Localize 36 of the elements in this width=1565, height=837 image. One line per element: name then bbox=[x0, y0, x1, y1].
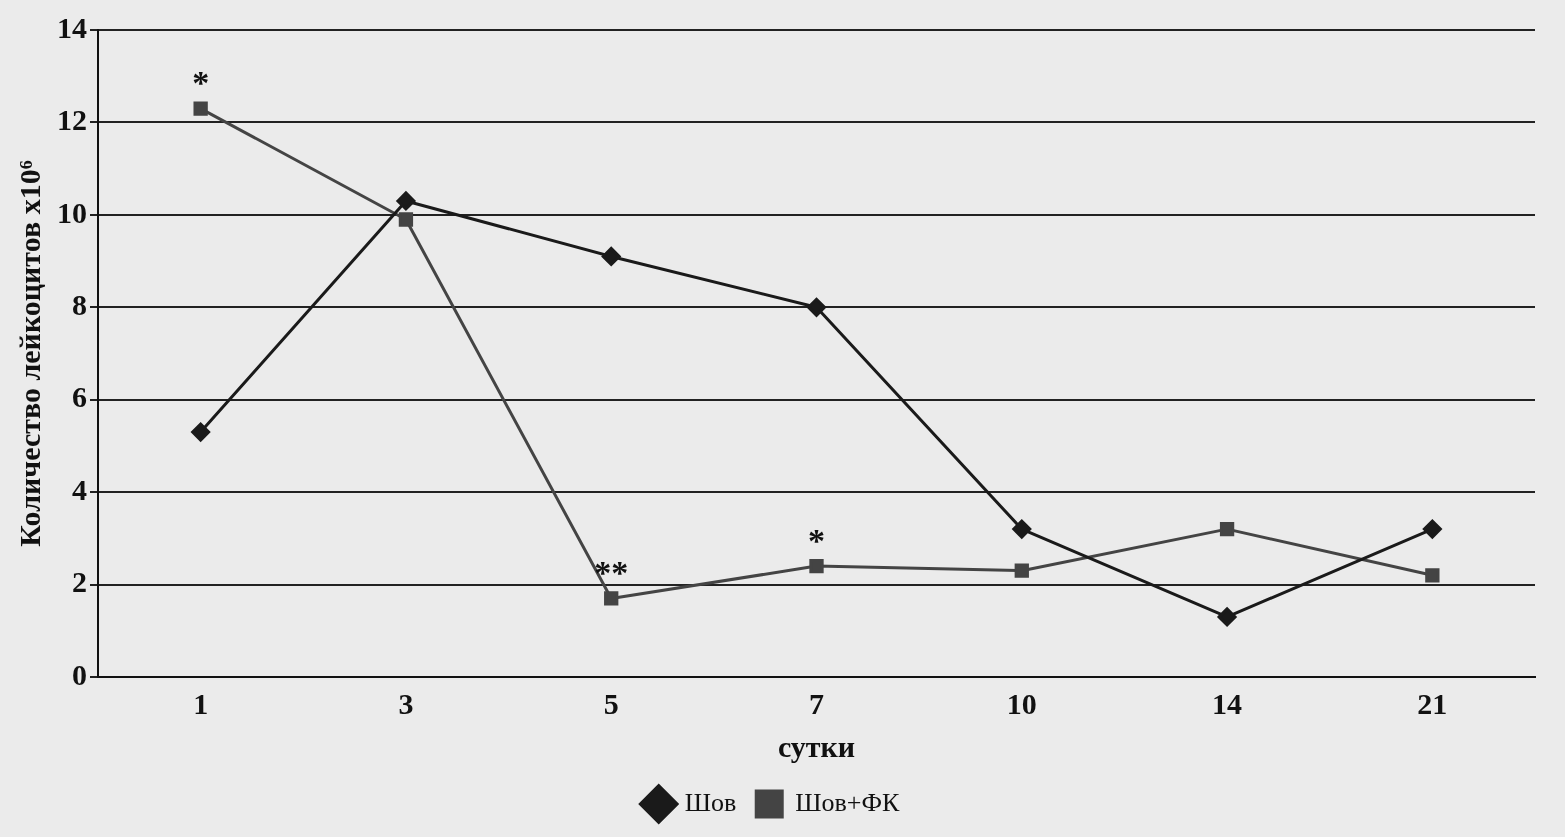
point bbox=[1217, 607, 1237, 627]
point bbox=[1219, 521, 1235, 537]
point bbox=[193, 101, 208, 116]
y-tick-label: 6 bbox=[72, 380, 87, 414]
x-axis-title: сутки bbox=[777, 729, 856, 763]
y-tick-label: 12 bbox=[57, 103, 87, 137]
y-tick-label: 4 bbox=[72, 472, 87, 506]
x-tick-label: 14 bbox=[1212, 686, 1243, 720]
point bbox=[601, 246, 621, 266]
y-tick-label: 8 bbox=[72, 288, 87, 322]
y-tick-label: 2 bbox=[72, 565, 87, 599]
y-tick-label: 10 bbox=[57, 195, 87, 229]
point bbox=[807, 297, 826, 317]
point bbox=[191, 422, 211, 442]
y-tick-label: 14 bbox=[57, 10, 87, 44]
x-tick-label: 5 bbox=[603, 686, 619, 720]
y-tick-label: 0 bbox=[72, 657, 87, 691]
x-tick-label: 1 bbox=[193, 686, 209, 720]
point bbox=[398, 212, 414, 227]
y-axis-title: Количество лейкоцитов х10⁶ bbox=[12, 160, 46, 547]
legend-label: Шов+ФК bbox=[795, 787, 900, 817]
point bbox=[1014, 563, 1029, 578]
point bbox=[1012, 519, 1032, 539]
annotation: * bbox=[192, 64, 210, 102]
point bbox=[396, 191, 416, 211]
x-tick-label: 10 bbox=[1006, 686, 1037, 720]
x-tick-label: 21 bbox=[1417, 686, 1448, 720]
point bbox=[604, 591, 619, 606]
x-tick-label: 3 bbox=[398, 686, 414, 720]
point bbox=[809, 558, 824, 574]
annotation: * bbox=[808, 521, 825, 559]
annotation: ** bbox=[594, 554, 629, 592]
point bbox=[1425, 568, 1440, 583]
legend-label: Шов bbox=[684, 787, 737, 817]
x-tick-label: 7 bbox=[809, 686, 824, 720]
point bbox=[1422, 519, 1442, 539]
